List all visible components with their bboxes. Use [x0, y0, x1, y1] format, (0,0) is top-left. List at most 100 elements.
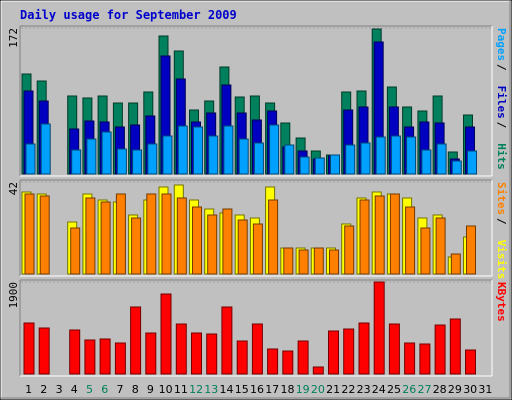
y-max-label: 1900 — [7, 282, 20, 309]
x-tick-label-day-12: 12 — [189, 383, 203, 396]
x-tick-label-day-18: 18 — [281, 383, 295, 396]
legend-kbytes-panel: KBytes — [495, 282, 508, 322]
legend-separator: / — [495, 64, 508, 71]
x-tick-label-day-19: 19 — [296, 383, 310, 396]
bar-pages-day-18: Pages 18: 34 — [284, 144, 295, 175]
bar-sites-day-28: Sites 28: 26 — [435, 217, 446, 275]
bar-pages-day-26: Pages 26: 44 — [406, 136, 417, 175]
legend-item-visits: Visits — [495, 240, 508, 280]
x-tick-label-day-1: 1 — [25, 383, 32, 396]
bar-kbytes-day-9: KBytes 9: 860 — [145, 332, 157, 375]
bar-sites-day-2: Sites 2: 36 — [39, 195, 50, 275]
panels-layer: 172Hits 1: 119Hits 2: 110Hits 4: 92Hits … — [7, 25, 508, 377]
legend-separator: / — [495, 122, 508, 129]
x-axis-labels: 1 2 3 4 5 6 7 8 9 10 11 12 13 14 15 16 17 18 19 20 21 22 23 24 2… — [25, 383, 492, 396]
bar-pages-day-15: Pages 15: 42 — [238, 138, 249, 175]
bar-sites-day-24: Sites 24: 36 — [374, 195, 385, 275]
legend-item-sites: Sites — [495, 182, 508, 215]
legend-item-files: Files — [495, 86, 508, 119]
x-tick-label-day-26: 26 — [402, 383, 416, 396]
bar-sites-day-13: Sites 13: 27 — [207, 214, 218, 275]
bar-sites-day-22: Sites 22: 22 — [344, 225, 355, 275]
legend-hits-panel: Pages / Files / Hits — [495, 28, 508, 170]
bar-pages-day-6: Pages 6: 50 — [101, 131, 112, 175]
bar-sites-day-26: Sites 26: 31 — [405, 206, 416, 275]
chart-title: Daily usage for September 2009 — [20, 8, 237, 22]
bar-sites-day-17: Sites 17: 34 — [268, 199, 279, 275]
bar-sites-day-20: Sites 20: 12 — [313, 247, 324, 275]
x-tick-label-day-20: 20 — [311, 383, 325, 396]
bar-sites-day-5: Sites 5: 35 — [85, 197, 96, 275]
x-tick-label-day-3: 3 — [56, 383, 63, 396]
y-max-label: 172 — [7, 28, 20, 48]
bar-pages-day-8: Pages 8: 28 — [132, 149, 143, 175]
bar-pages-day-14: Pages 14: 57 — [223, 125, 234, 175]
bar-kbytes-day-1: KBytes 1: 1070 — [23, 322, 35, 375]
bar-pages-day-2: Pages 2: 59 — [40, 123, 51, 175]
x-tick-label-day-6: 6 — [101, 383, 108, 396]
bar-kbytes-day-27: KBytes 27: 620 — [419, 343, 431, 375]
x-tick-label-day-31: 31 — [478, 383, 492, 396]
bar-sites-day-27: Sites 27: 21 — [420, 227, 431, 275]
x-tick-label-day-8: 8 — [132, 383, 139, 396]
bar-sites-day-4: Sites 4: 21 — [70, 227, 81, 275]
bar-pages-day-16: Pages 16: 37 — [253, 142, 264, 175]
x-tick-label-day-23: 23 — [357, 383, 371, 396]
bar-pages-day-30: Pages 30: 27 — [467, 150, 477, 175]
bar-pages-day-4: Pages 4: 28 — [71, 149, 82, 175]
bar-kbytes-day-21: KBytes 21: 900 — [328, 330, 339, 375]
bar-pages-day-21: Pages 21: 23 — [330, 154, 340, 175]
kbytes-panel: 1900 KBytes 1: 1070KBytes 2: 970 KBytes 4:… — [7, 279, 508, 377]
legend-item-kbytes: KBytes — [495, 282, 508, 322]
x-tick-label-day-17: 17 — [265, 383, 279, 396]
bar-kbytes-day-19: KBytes 19: 690 — [297, 340, 309, 375]
bar-sites-day-30: Sites 30: 22 — [466, 225, 476, 275]
bar-kbytes-day-15: KBytes 15: 690 — [236, 340, 248, 375]
bar-kbytes-day-13: KBytes 13: 830 — [206, 333, 218, 375]
x-tick-label-day-2: 2 — [40, 383, 47, 396]
bar-kbytes-day-18: KBytes 18: 470 — [282, 350, 294, 375]
bar-sites-day-9: Sites 9: 37 — [146, 193, 157, 275]
bar-kbytes-day-30: KBytes 30: 510 — [465, 349, 476, 375]
bar-sites-day-29: Sites 29: 9 — [450, 253, 461, 275]
bar-pages-day-7: Pages 7: 30 — [116, 148, 127, 175]
x-tick-label-day-16: 16 — [250, 383, 264, 396]
bar-kbytes-day-28: KBytes 28: 1020 — [434, 324, 446, 375]
legend-item-hits: Hits — [495, 143, 508, 170]
bar-sites-day-18: Sites 18: 12 — [283, 247, 294, 275]
bar-kbytes-day-22: KBytes 22: 930 — [343, 328, 355, 375]
x-tick-label-day-28: 28 — [433, 383, 447, 396]
x-tick-label-day-14: 14 — [220, 383, 234, 396]
bar-pages-day-17: Pages 17: 58 — [269, 124, 280, 175]
bar-pages-day-25: Pages 25: 45 — [390, 135, 401, 175]
bar-pages-day-1: Pages 1: 35 — [25, 143, 36, 175]
bar-pages-day-9: Pages 9: 35 — [147, 143, 158, 175]
bar-sites-day-10: Sites 10: 37 — [161, 193, 172, 275]
x-tick-label-day-22: 22 — [341, 383, 355, 396]
bar-sites-day-11: Sites 11: 35 — [176, 197, 187, 275]
x-tick-label-day-24: 24 — [372, 383, 386, 396]
bar-kbytes-day-29: KBytes 29: 1150 — [449, 318, 461, 375]
bar-sites-day-23: Sites 23: 34 — [359, 199, 370, 275]
bar-kbytes-day-8: KBytes 8: 1390 — [130, 306, 142, 375]
y-max-label: 42 — [7, 182, 20, 195]
bar-pages-day-29: Pages 29: 15 — [451, 160, 462, 175]
bar-pages-day-10: Pages 10: 45 — [162, 135, 173, 175]
bar-kbytes-day-5: KBytes 5: 700 — [84, 339, 96, 375]
bar-kbytes-day-26: KBytes 26: 640 — [404, 342, 416, 375]
bar-sites-day-1: Sites 1: 37 — [24, 193, 35, 275]
legend-visits-panel: Sites / Visits — [495, 182, 508, 279]
x-tick-label-day-29: 29 — [448, 383, 462, 396]
bar-kbytes-day-7: KBytes 7: 640 — [114, 342, 126, 375]
bar-pages-day-5: Pages 5: 41 — [86, 138, 97, 175]
x-tick-label-day-21: 21 — [326, 383, 340, 396]
bar-sites-day-15: Sites 15: 25 — [237, 219, 248, 275]
bar-sites-day-16: Sites 16: 23 — [252, 223, 263, 275]
bar-sites-day-8: Sites 8: 26 — [131, 217, 142, 275]
bar-kbytes-day-23: KBytes 23: 1070 — [358, 322, 370, 375]
bar-kbytes-day-12: KBytes 12: 860 — [191, 332, 202, 375]
bar-pages-day-24: Pages 24: 44 — [375, 136, 386, 175]
bar-kbytes-day-2: KBytes 2: 970 — [38, 327, 50, 375]
bar-pages-day-19: Pages 19: 20 — [299, 156, 310, 175]
